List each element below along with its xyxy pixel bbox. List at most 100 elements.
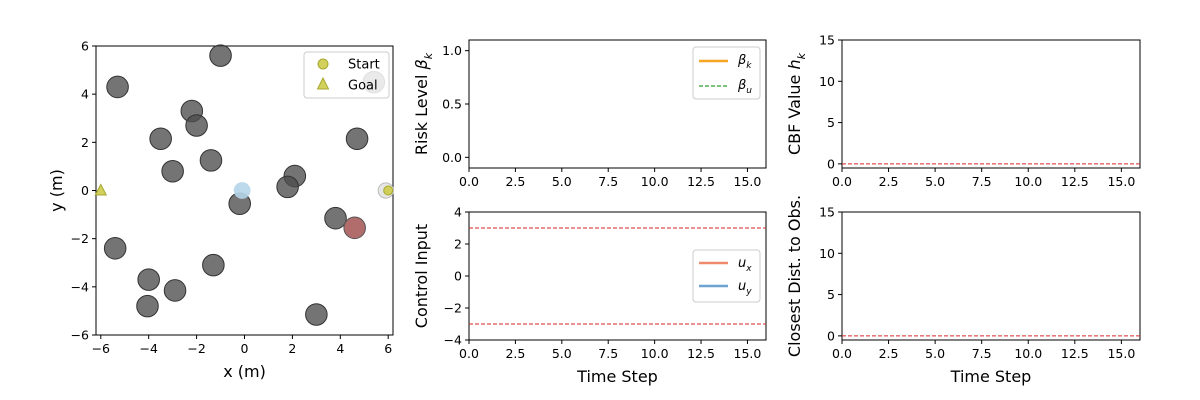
y-tick-label: 0 [81,183,89,198]
obstacle [163,279,187,302]
control-legend: ux uy [692,249,761,303]
y-tick-label: 10 [819,246,835,261]
y-tick-label: 4 [454,205,462,220]
obstacle [103,237,127,260]
obstacle [106,75,129,99]
distance-panel: 0.0 2.5 5.0 7.5 10.0 12.5 15.0 0 5 10 15 Time Step C… [785,195,1141,386]
x-tick-label: 4 [336,341,344,356]
legend-start-label: Start [348,58,380,73]
y-tick-label: −6 [71,328,89,343]
y-tick-label: −4 [71,279,89,294]
legend-ux-label: ux [738,256,752,274]
y-tick-label: 2 [454,237,462,252]
legend-beta-k-label: βk [737,53,752,71]
x-tick-label: 15.0 [1107,346,1135,361]
legend-uy-label: uy [738,279,752,297]
x-tick-label: 5.0 [552,174,572,189]
x-tick-label: 7.5 [598,174,618,189]
obstacle [149,127,172,150]
x-tick-label: 10.0 [641,174,669,189]
obstacle [185,114,208,137]
x-tick-label: 5.0 [925,174,945,189]
legend-goal-marker [316,76,330,90]
legend-beta-u-label: βu [737,78,752,96]
x-axis-label: x (m) [223,362,266,381]
map-legend: Start Goal [303,51,390,99]
y-tick-label: 15 [819,33,835,48]
x-tick-label: 12.5 [1061,174,1089,189]
obstacle [305,303,328,326]
x-tick-label: 0.0 [832,346,852,361]
obstacle [345,127,369,150]
x-tick-label: 7.5 [972,346,992,361]
y-tick-label: 0 [827,328,835,343]
x-tick-label: 12.5 [1061,346,1089,361]
y-tick-label: 0.5 [442,97,462,112]
obstacle [199,149,223,172]
colliding-obstacle [343,216,366,240]
x-tick-label: 7.5 [598,346,618,361]
obstacle [209,44,232,67]
start-marker [383,185,394,196]
x-tick-label: 2.5 [879,174,899,189]
y-tick-label: 1.0 [442,43,462,58]
y-tick-label: 0 [827,156,835,171]
map-panel: −6 −4 −2 0 2 4 6 −6 −4 −2 0 2 4 6 x (m) y (m) Start Goal [47,39,394,381]
x-tick-label: 10.0 [1014,346,1042,361]
x-tick-label: 5.0 [552,346,572,361]
y-axis-label: Closest Dist. to Obs. [785,195,804,357]
obstacle [276,175,299,199]
robot [233,182,251,199]
x-tick-label: 2.5 [505,346,525,361]
x-tick-label: 5.0 [925,346,945,361]
x-tick-label: 0.0 [459,174,479,189]
x-tick-label: −4 [139,341,157,356]
x-tick-label: −6 [92,341,110,356]
x-tick-label: 10.0 [1014,174,1042,189]
obstacle [136,294,159,318]
axes-frame [841,211,1141,341]
x-tick-label: 2.5 [879,346,899,361]
legend-start-marker [317,58,329,70]
y-axis-label: y (m) [47,169,66,212]
y-tick-label: 5 [827,115,835,130]
y-tick-label: −2 [444,301,462,316]
control-panel: 0.0 2.5 5.0 7.5 10.0 12.5 15.0 −4 −2 0 2 4 Time Step… [412,205,767,386]
x-tick-label: 6 [384,341,392,356]
y-axis-label: Risk Level βk [412,52,435,155]
y-tick-label: 4 [81,87,89,102]
y-tick-label: 10 [819,74,835,89]
y-tick-label: 2 [81,135,89,150]
risk-legend: βk βu [692,46,761,100]
x-tick-label: 15.0 [734,174,762,189]
x-axis-label: Time Step [950,367,1032,386]
x-tick-label: 7.5 [972,174,992,189]
y-tick-label: 0 [454,269,462,284]
obstacle [324,206,347,230]
y-tick-label: −2 [71,231,89,246]
y-tick-label: 0.0 [442,150,462,165]
y-tick-label: 15 [819,205,835,220]
x-tick-label: 2 [288,341,296,356]
goal-marker [94,183,108,196]
x-tick-label: −2 [187,341,205,356]
x-axis-label: Time Step [576,367,658,386]
obstacle [161,159,184,183]
x-tick-label: 12.5 [687,346,715,361]
axes-frame [841,39,1141,169]
cbf-panel: 0.0 2.5 5.0 7.5 10.0 12.5 15.0 0 5 10 15 CBF Value … [785,33,1141,189]
x-tick-label: 12.5 [687,174,715,189]
x-tick-label: 0.0 [832,174,852,189]
x-tick-label: 15.0 [734,346,762,361]
x-tick-label: 0 [241,341,249,356]
y-axis-label: Control Input [412,224,431,328]
obstacle [202,253,225,277]
y-tick-label: 5 [827,287,835,302]
obstacle [137,268,160,291]
risk-panel: 0.0 2.5 5.0 7.5 10.0 12.5 15.0 0.0 0.5 1.0 Risk Le… [412,39,767,189]
x-tick-label: 2.5 [505,174,525,189]
y-tick-label: −4 [444,333,462,348]
x-tick-label: 10.0 [641,346,669,361]
x-tick-label: 0.0 [459,346,479,361]
